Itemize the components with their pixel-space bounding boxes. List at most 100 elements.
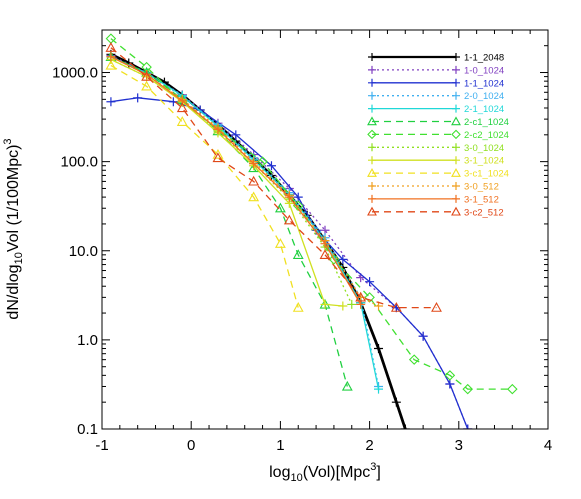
data-point-1-1_1024-13 bbox=[463, 424, 473, 429]
data-point-1-1_1024-0 bbox=[106, 97, 116, 107]
series-2-0_1024 bbox=[106, 52, 384, 391]
x-tick-label: 3 bbox=[455, 437, 463, 454]
legend-label: 2-c2_1024 bbox=[464, 130, 509, 141]
legend-marker bbox=[368, 182, 376, 190]
legend-marker bbox=[368, 194, 376, 203]
legend-label: 3-c2_512 bbox=[464, 207, 504, 218]
data-point-1-1_1024-9 bbox=[365, 277, 375, 287]
data-point-1-1_1024-4 bbox=[231, 130, 241, 140]
legend-marker bbox=[452, 194, 460, 203]
legend-item-2-c1_1024: 2-c1_1024 bbox=[367, 116, 509, 128]
series-line-2-0_1024 bbox=[110, 56, 380, 387]
data-point-3-c1_1024-2 bbox=[176, 116, 188, 126]
legend-label: 2-c1_1024 bbox=[464, 117, 509, 128]
data-point-3-1_512-3 bbox=[213, 124, 223, 134]
legend-marker bbox=[367, 129, 377, 140]
series-1-1_2048 bbox=[106, 49, 410, 429]
series-3-c2_512 bbox=[105, 42, 442, 312]
data-point-3-c2_512-4 bbox=[248, 175, 260, 186]
legend-marker bbox=[368, 78, 376, 87]
data-point-1-0_1024-6 bbox=[320, 225, 330, 235]
legend-item-3-c2_512: 3-c2_512 bbox=[367, 206, 504, 218]
series-line-1-1_1024 bbox=[110, 97, 469, 429]
data-point-3-c1_1024-4 bbox=[248, 191, 260, 202]
x-tick-label: 1 bbox=[276, 437, 284, 454]
series-2-1_1024 bbox=[106, 52, 384, 394]
data-point-2-c1_1024-6 bbox=[292, 249, 304, 259]
legend-marker bbox=[368, 104, 376, 113]
legend-label: 3-0_512 bbox=[464, 182, 499, 193]
legend-marker bbox=[367, 116, 377, 126]
data-point-2-c2_1024-4 bbox=[257, 156, 268, 167]
data-point-2-1_1024-8 bbox=[374, 384, 384, 394]
series-line-3-1_1024 bbox=[110, 58, 343, 307]
data-point-3-c2_512-6 bbox=[319, 249, 331, 259]
legend-marker bbox=[452, 104, 460, 113]
series-line-3-0_1024 bbox=[110, 58, 353, 305]
legend-item-3-0_512: 3-0_512 bbox=[368, 182, 499, 193]
data-point-3-c1_1024-1 bbox=[141, 80, 153, 91]
data-point-1-1_1024-1 bbox=[133, 93, 143, 103]
data-point-3-c2_512-9 bbox=[431, 302, 442, 312]
series-2-c2_1024 bbox=[105, 33, 518, 395]
legend-marker bbox=[368, 53, 376, 61]
legend-label: 3-0_1024 bbox=[464, 143, 504, 154]
tick-labels: -1 0 1 2 3 4 0.1 1.0 10.0 100.0 1000.0 bbox=[52, 65, 552, 454]
legend-marker bbox=[452, 91, 460, 100]
series-line-3-0_512 bbox=[110, 56, 379, 307]
data-point-3-1_512-6 bbox=[320, 239, 330, 249]
legend-item-2-1_1024: 2-1_1024 bbox=[368, 104, 504, 115]
legend-item-1-1_1024: 1-1_1024 bbox=[368, 78, 504, 89]
legend-item-2-c2_1024: 2-c2_1024 bbox=[367, 129, 509, 141]
series-line-3-1_512 bbox=[110, 56, 362, 305]
legend-item-3-c1_1024: 3-c1_1024 bbox=[367, 167, 509, 180]
y-tick-label: 10.0 bbox=[69, 243, 98, 260]
legend-item-3-0_1024: 3-0_1024 bbox=[368, 143, 504, 154]
legend-marker bbox=[451, 116, 461, 126]
legend-item-3-1_512: 3-1_512 bbox=[368, 194, 499, 205]
data-point-3-1_512-5 bbox=[284, 192, 294, 202]
data-point-3-c2_512-8 bbox=[390, 302, 402, 312]
legend-marker bbox=[368, 156, 376, 165]
series-3-1_1024 bbox=[106, 54, 348, 311]
data-point-1-1_1024-8 bbox=[338, 254, 348, 264]
legend-marker bbox=[452, 65, 460, 74]
data-point-3-c2_512-5 bbox=[283, 214, 295, 225]
series-line-3-c1_1024 bbox=[110, 64, 299, 308]
x-axis-title: log10(Vol)[Mpc3] bbox=[269, 461, 381, 484]
data-point-1-1_1024-5 bbox=[266, 161, 276, 171]
legend-label: 1-1_2048 bbox=[464, 53, 504, 64]
legend-marker bbox=[451, 129, 461, 140]
series-layer bbox=[105, 33, 518, 429]
legend-marker bbox=[451, 167, 461, 177]
series-3-c1_1024 bbox=[105, 59, 304, 312]
legend-label: 2-1_1024 bbox=[464, 104, 504, 115]
data-point-2-c1_1024-8 bbox=[341, 380, 353, 391]
legend-marker bbox=[452, 156, 460, 165]
legend-label: 1-1_1024 bbox=[464, 78, 504, 89]
x-tick-label: 4 bbox=[544, 437, 552, 454]
x-tick-label: 2 bbox=[365, 437, 373, 454]
data-point-2-c2_1024-8 bbox=[408, 354, 420, 365]
legend-marker bbox=[452, 143, 460, 152]
series-line-1-0_1024 bbox=[110, 55, 469, 429]
series-line-3-c2_512 bbox=[110, 47, 437, 309]
data-point-3-c1_1024-6 bbox=[292, 302, 304, 312]
plot-frame bbox=[101, 29, 549, 430]
data-point-1-1_1024-6 bbox=[293, 192, 303, 202]
legend-marker bbox=[367, 206, 377, 216]
series-2-c1_1024 bbox=[105, 51, 353, 391]
data-point-3-c2_512-1 bbox=[141, 70, 153, 81]
legend-item-1-0_1024: 1-0_1024 bbox=[368, 65, 504, 76]
y-tick-label: 1000.0 bbox=[52, 65, 98, 82]
series-1-1_1024 bbox=[106, 93, 473, 429]
y-tick-label: 1.0 bbox=[77, 332, 98, 349]
legend-item-2-0_1024: 2-0_1024 bbox=[368, 91, 504, 102]
y-tick-label: 100.0 bbox=[60, 154, 98, 171]
y-tick-label: 0.1 bbox=[77, 421, 98, 438]
series-line-1-1_2048 bbox=[110, 53, 407, 429]
legend-marker bbox=[368, 65, 376, 74]
data-point-2-c2_1024-9 bbox=[444, 370, 456, 381]
legend-marker bbox=[452, 53, 460, 61]
